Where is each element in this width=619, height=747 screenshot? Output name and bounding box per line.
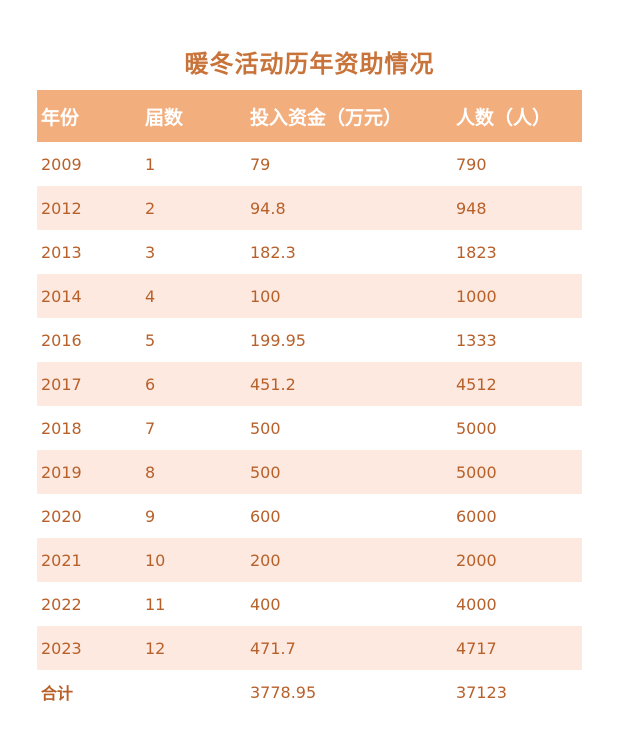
table-row: 2023 12 471.7 4717 <box>37 626 582 670</box>
cell-funds: 600 <box>250 506 281 526</box>
cell-people: 4512 <box>456 374 497 394</box>
cell-session: 7 <box>145 418 156 438</box>
cell-people: 2000 <box>456 550 497 570</box>
table-row: 2016 5 199.95 1333 <box>37 318 582 362</box>
cell-funds: 100 <box>250 286 281 306</box>
cell-year: 2012 <box>41 198 82 218</box>
header-funds: 投入资金（万元） <box>250 106 403 129</box>
table-row: 2020 9 600 6000 <box>37 494 582 538</box>
cell-session: 6 <box>145 374 156 394</box>
cell-session: 4 <box>145 286 156 306</box>
header-session: 届数 <box>145 106 184 129</box>
table-row: 2012 2 94.8 948 <box>37 186 582 230</box>
table-row: 2009 1 79 790 <box>37 142 582 186</box>
cell-funds: 500 <box>250 462 281 482</box>
cell-funds: 199.95 <box>250 330 306 350</box>
cell-session: 8 <box>145 462 156 482</box>
table-row: 2021 10 200 2000 <box>37 538 582 582</box>
cell-people: 5000 <box>456 418 497 438</box>
table-row: 2017 6 451.2 4512 <box>37 362 582 406</box>
cell-year: 2020 <box>41 506 82 526</box>
cell-funds: 451.2 <box>250 374 296 394</box>
cell-people: 1823 <box>456 242 497 262</box>
total-people: 37123 <box>456 682 507 702</box>
header-year: 年份 <box>41 106 80 129</box>
cell-session: 12 <box>145 638 166 658</box>
cell-year: 2016 <box>41 330 82 350</box>
cell-people: 6000 <box>456 506 497 526</box>
cell-year: 2009 <box>41 154 82 174</box>
cell-session: 10 <box>145 550 166 570</box>
table-row: 2014 4 100 1000 <box>37 274 582 318</box>
cell-year: 2018 <box>41 418 82 438</box>
cell-funds: 79 <box>250 154 271 174</box>
cell-funds: 500 <box>250 418 281 438</box>
cell-year: 2014 <box>41 286 82 306</box>
cell-people: 1333 <box>456 330 497 350</box>
cell-year: 2019 <box>41 462 82 482</box>
cell-session: 1 <box>145 154 156 174</box>
cell-year: 2013 <box>41 242 82 262</box>
cell-people: 4717 <box>456 638 497 658</box>
total-funds: 3778.95 <box>250 682 317 702</box>
cell-session: 5 <box>145 330 156 350</box>
table-row: 2022 11 400 4000 <box>37 582 582 626</box>
cell-people: 948 <box>456 198 487 218</box>
cell-funds: 200 <box>250 550 281 570</box>
cell-session: 2 <box>145 198 156 218</box>
cell-year: 2023 <box>41 638 82 658</box>
cell-year: 2022 <box>41 594 82 614</box>
funding-table: 年份 届数 投入资金（万元） 人数（人） 2009 1 79 790 2012 … <box>37 90 582 714</box>
total-label: 合计 <box>41 684 74 703</box>
cell-year: 2017 <box>41 374 82 394</box>
cell-funds: 94.8 <box>250 198 286 218</box>
cell-year: 2021 <box>41 550 82 570</box>
cell-funds: 400 <box>250 594 281 614</box>
page-title: 暖冬活动历年资助情况 <box>184 50 435 78</box>
table-row: 2013 3 182.3 1823 <box>37 230 582 274</box>
cell-funds: 182.3 <box>250 242 296 262</box>
table-header: 年份 届数 投入资金（万元） 人数（人） <box>37 90 582 142</box>
cell-session: 11 <box>145 594 166 614</box>
total-row: 合计 3778.95 37123 <box>37 670 582 714</box>
cell-people: 4000 <box>456 594 497 614</box>
table-row: 2019 8 500 5000 <box>37 450 582 494</box>
cell-session: 3 <box>145 242 156 262</box>
cell-people: 1000 <box>456 286 497 306</box>
cell-session: 9 <box>145 506 156 526</box>
table-row: 2018 7 500 5000 <box>37 406 582 450</box>
header-people: 人数（人） <box>456 106 552 129</box>
cell-funds: 471.7 <box>250 638 296 658</box>
cell-people: 5000 <box>456 462 497 482</box>
cell-people: 790 <box>456 154 487 174</box>
